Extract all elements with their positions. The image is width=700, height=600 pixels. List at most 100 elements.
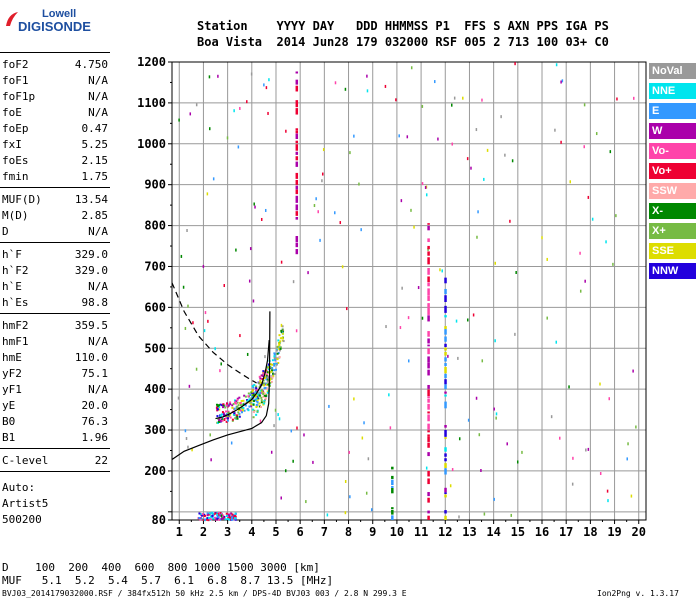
echo-point — [252, 408, 255, 411]
echo-point — [262, 390, 265, 393]
echo-point — [216, 513, 219, 516]
echo-point — [247, 395, 250, 398]
echo-point — [231, 516, 234, 519]
echo-point — [206, 192, 209, 196]
legend-item-e: E — [649, 103, 696, 119]
echo-point — [257, 393, 260, 396]
echo-point — [262, 375, 265, 378]
echo-point — [255, 406, 258, 409]
echo-point — [366, 89, 369, 93]
echo-point — [493, 497, 495, 501]
echo-point — [280, 260, 283, 264]
echo-point — [280, 496, 282, 500]
interference-band-segment — [427, 348, 430, 355]
echo-point — [275, 363, 278, 366]
param-foe: foE N/A — [2, 105, 108, 121]
param-value: 13.54 — [74, 193, 108, 206]
echo-point — [262, 392, 265, 395]
echo-point — [236, 398, 239, 401]
echo-point — [235, 414, 238, 417]
echo-point — [236, 415, 239, 418]
echo-point — [421, 182, 424, 186]
x-tick-label: 3 — [224, 525, 231, 539]
echo-point — [389, 426, 392, 430]
interference-band-segment — [295, 100, 299, 108]
echo-point — [546, 257, 548, 261]
echo-point — [277, 361, 280, 364]
echo-point — [259, 392, 262, 395]
echo-point — [226, 417, 229, 420]
echo-point — [273, 364, 276, 367]
echo-point — [239, 409, 242, 412]
param-foep: foEp 0.47 — [2, 121, 108, 137]
echo-point — [182, 285, 185, 289]
interference-band-segment — [391, 479, 394, 486]
echo-point — [632, 369, 634, 373]
echo-point — [486, 148, 489, 152]
interference-band-segment — [444, 494, 447, 498]
interference-band-segment — [444, 347, 447, 351]
echo-point — [265, 373, 268, 376]
echo-point — [346, 307, 348, 311]
echo-point — [344, 87, 347, 91]
echo-point — [206, 512, 209, 515]
footer-version: Ion2Png v. 1.3.17 — [597, 589, 679, 598]
echo-point — [225, 417, 228, 420]
echo-point — [222, 412, 225, 415]
param-value: N/A — [88, 90, 108, 103]
echo-point — [251, 391, 254, 394]
param-name: D — [2, 225, 9, 238]
echo-point — [635, 425, 637, 429]
echo-point — [599, 472, 602, 476]
param-name: foE — [2, 106, 22, 119]
param-fmin: fmin 1.75 — [2, 169, 108, 185]
echo-point — [207, 319, 209, 323]
echo-point — [243, 394, 246, 397]
echo-point — [250, 391, 253, 394]
param-d: D N/A — [2, 224, 108, 240]
echo-point — [554, 128, 556, 132]
echo-point — [262, 372, 265, 375]
echo-point — [254, 395, 257, 398]
param-yf2: yF2 75.1 — [2, 366, 108, 382]
electron-density-profile-curve — [171, 311, 271, 460]
echo-point — [226, 136, 229, 140]
echo-point — [260, 396, 263, 399]
echo-point — [221, 513, 224, 516]
x-tick-label: 4 — [248, 525, 255, 539]
echo-point — [506, 442, 508, 446]
echo-point — [587, 447, 590, 451]
echo-point — [367, 457, 370, 461]
param-value: 5.25 — [81, 138, 109, 151]
echo-point — [227, 404, 230, 407]
interference-band-segment — [427, 331, 430, 337]
interference-band-segment — [444, 394, 447, 397]
echo-point — [266, 391, 269, 394]
echo-point — [421, 316, 424, 320]
echo-point — [475, 128, 478, 132]
echo-point — [263, 83, 265, 87]
echo-point — [608, 397, 610, 401]
logo-swoosh-icon — [6, 12, 18, 26]
echo-point — [225, 410, 228, 413]
param-value: 22 — [94, 454, 108, 467]
echo-point — [209, 433, 211, 437]
echo-point — [232, 402, 235, 405]
echo-point — [222, 406, 225, 409]
interference-band-segment — [427, 497, 430, 503]
echo-point — [238, 409, 241, 412]
echo-point — [599, 382, 601, 386]
echo-point — [259, 377, 262, 380]
param-value: 75.1 — [81, 367, 109, 380]
echo-point — [232, 514, 235, 517]
x-tick-label: 7 — [321, 525, 328, 539]
echo-point — [559, 436, 561, 440]
echo-point — [217, 421, 220, 424]
digisonde-logo: Lowell DIGISONDE — [4, 8, 91, 38]
param-name: B0 — [2, 415, 16, 428]
echo-point — [262, 370, 265, 373]
fitted-trace-curve — [215, 340, 270, 420]
echo-point — [231, 406, 234, 409]
echo-point — [225, 404, 228, 407]
echo-point — [321, 172, 324, 176]
